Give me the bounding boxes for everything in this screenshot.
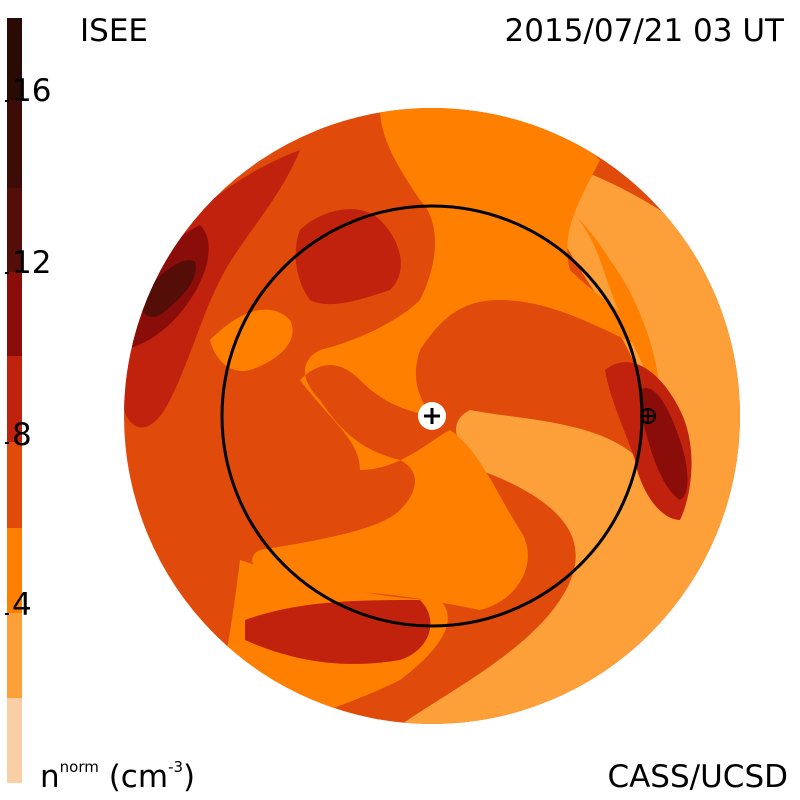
earth-marker-icon [640, 408, 656, 424]
sun-marker-icon [418, 402, 446, 430]
density-level-2b [470, 160, 660, 400]
density-level-6 [140, 260, 196, 317]
colorbar-band-8 [7, 613, 22, 698]
model-title: ISEE [80, 13, 148, 49]
colorbar-band-4 [7, 272, 22, 356]
density-level-1 [380, 150, 740, 724]
colorbar-label-8: 8 [12, 417, 32, 453]
credit-label: CASS/UCSD [607, 759, 788, 795]
colorbar-label-16: 16 [12, 73, 52, 109]
density-level-4c [245, 600, 431, 664]
colorbar-band-6 [7, 442, 22, 528]
timestamp: 2015/07/21 03 UT [504, 13, 784, 49]
colorbar-label-4: 4 [12, 587, 32, 623]
colorbar-label-12: 12 [12, 245, 52, 281]
colorbar-band-3 [7, 188, 22, 272]
units-post: ) [183, 759, 196, 795]
density-level-4b [295, 209, 401, 305]
units-pre: (cm [98, 759, 169, 795]
units-superscript: norm [59, 757, 99, 776]
colorbar-band-7 [7, 528, 22, 613]
colorbar-band-1 [7, 18, 22, 100]
density-level-2 [252, 108, 650, 610]
colorbar-tick [5, 442, 9, 444]
colorbar-band-2 [7, 100, 22, 188]
colorbar-band-9 [7, 698, 22, 783]
colorbar-tick [5, 272, 9, 274]
colorbar-tick [5, 613, 9, 615]
units-exponent: -3 [168, 757, 184, 776]
density-level-4a [124, 150, 300, 428]
colorbar-band-5 [7, 356, 22, 442]
colorbar-tick [5, 100, 9, 102]
units-label: nnorm (cm-3) [40, 759, 196, 795]
units-base: n [40, 759, 60, 795]
